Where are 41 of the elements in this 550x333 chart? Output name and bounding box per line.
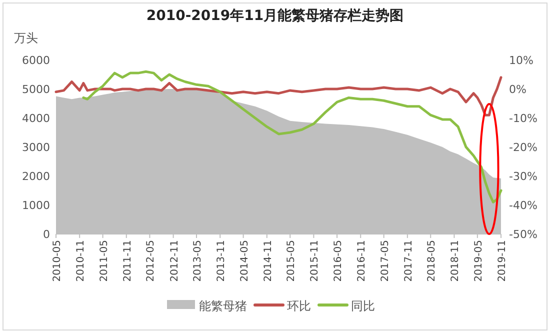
y-tick-label: 5000 (22, 83, 50, 96)
x-tick-label: 2010-05 (52, 240, 63, 282)
legend-label: 能繁母猪 (199, 299, 247, 313)
y2-tick-label: -30% (509, 170, 538, 183)
x-tick-label: 2014-05 (239, 240, 250, 282)
y2-tick-label: 0% (509, 83, 526, 96)
y2-tick-label: 10% (509, 54, 534, 67)
x-tick-label: 2011-05 (98, 240, 110, 282)
y-tick-label: 6000 (22, 54, 50, 67)
x-tick-label: 2019-11 (497, 240, 508, 282)
x-tick-label: 2018-11 (450, 240, 462, 282)
y-tick-label: 1000 (22, 199, 50, 212)
chart-title: 2010-2019年11月能繁母猪存栏走势图 (146, 8, 404, 24)
x-tick-label: 2019-05 (473, 240, 484, 282)
y-tick-label: 2000 (22, 170, 50, 183)
y-tick-label: 3000 (22, 141, 50, 154)
line-series (82, 70, 502, 204)
x-tick-label: 2013-05 (192, 240, 204, 282)
y2-tick-label: -50% (509, 228, 538, 241)
x-tick-label: 2014-11 (262, 240, 274, 282)
x-tick-label: 2016-11 (356, 240, 368, 282)
y-tick-label: 4000 (22, 112, 50, 125)
x-tick-label: 2012-11 (169, 240, 180, 282)
y2-tick-label: -10% (509, 112, 538, 125)
y2-tick-label: -20% (509, 141, 538, 154)
x-tick-label: 2010-11 (76, 240, 87, 282)
legend-label: 环比 (287, 299, 311, 313)
x-tick-label: 2016-05 (333, 240, 344, 282)
x-tick-label: 2015-11 (310, 240, 321, 282)
y2-tick-label: -40% (509, 199, 538, 212)
legend-label: 同比 (351, 299, 375, 313)
x-tick-label: 2012-05 (146, 240, 157, 282)
x-tick-label: 2015-05 (286, 240, 298, 282)
y-tick-label: 0 (43, 228, 50, 241)
x-tick-label: 2013-11 (216, 240, 228, 282)
x-tick-label: 2017-05 (380, 240, 391, 282)
x-tick-label: 2017-11 (403, 240, 414, 282)
y-axis-title: 万头 (14, 31, 38, 45)
x-tick-label: 2018-05 (426, 240, 438, 282)
line-series (54, 76, 502, 116)
x-tick-label: 2011-11 (122, 240, 134, 282)
